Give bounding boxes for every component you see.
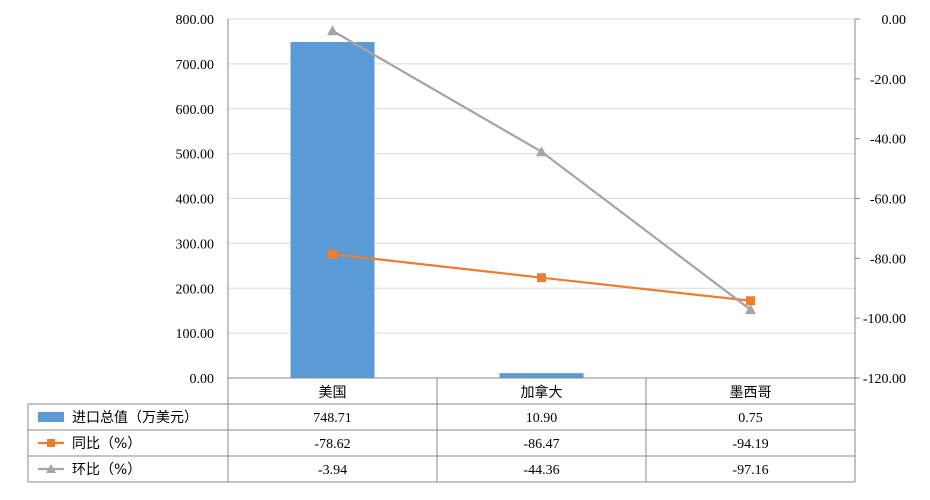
legend-label: 进口总值（万美元） (72, 410, 198, 426)
left-tick-label: 300.00 (176, 237, 215, 252)
point-triangle-2 (536, 146, 547, 157)
right-tick-label: -60.00 (870, 193, 906, 208)
point-triangle-3 (745, 304, 756, 315)
bar-2 (499, 373, 584, 378)
legend-key-bar (38, 412, 64, 422)
category-label: 美国 (319, 385, 347, 401)
left-axis-ticks: 0.00 100.00 200.00 300.00 400.00 500.00 600.00… (176, 13, 215, 387)
right-tick-label: -100.00 (863, 312, 906, 327)
right-tick-label: -40.00 (870, 133, 906, 148)
right-tick-label: -20.00 (870, 73, 906, 88)
left-tick-label: 400.00 (176, 193, 215, 208)
legend-label: 环比（%） (72, 462, 141, 478)
bar-series (290, 42, 793, 379)
legend-key-triangle (46, 464, 56, 473)
right-tick-label: -120.00 (863, 372, 906, 387)
line-series-2 (331, 29, 752, 311)
bar-1 (290, 42, 375, 378)
category-label: 墨西哥 (730, 385, 772, 401)
left-tick-label: 200.00 (176, 282, 215, 297)
point-square-3 (746, 296, 755, 306)
data-label: -3.94 (318, 463, 347, 478)
data-label: -78.62 (314, 437, 350, 452)
data-label: -97.16 (732, 463, 768, 478)
legend-label: 同比（%） (72, 436, 141, 452)
data-label: 10.90 (526, 411, 558, 426)
left-tick-label: 100.00 (176, 327, 215, 342)
left-tick-label: 800.00 (176, 13, 215, 28)
data-label: -94.19 (732, 437, 768, 452)
data-label: 0.75 (738, 411, 763, 426)
line-series (327, 25, 756, 315)
data-label: 748.71 (313, 411, 352, 426)
data-label: -86.47 (523, 437, 559, 452)
point-triangle-1 (327, 25, 338, 36)
data-label: -44.36 (523, 463, 559, 478)
right-axis-ticks: -120.00 -100.00 -80.00 -60.00 -40.00 -20.00 0.… (855, 13, 906, 387)
point-square-2 (537, 273, 546, 283)
point-square-1 (328, 249, 337, 259)
right-tick-label: 0.00 (882, 13, 907, 28)
right-tick-label: -80.00 (870, 252, 906, 267)
left-tick-label: 500.00 (176, 148, 215, 163)
left-tick-label: 700.00 (176, 58, 215, 73)
category-label: 加拿大 (521, 384, 563, 401)
left-tick-label: 600.00 (176, 103, 215, 118)
left-tick-label: 0.00 (190, 372, 215, 387)
legend-key-square (47, 439, 55, 447)
